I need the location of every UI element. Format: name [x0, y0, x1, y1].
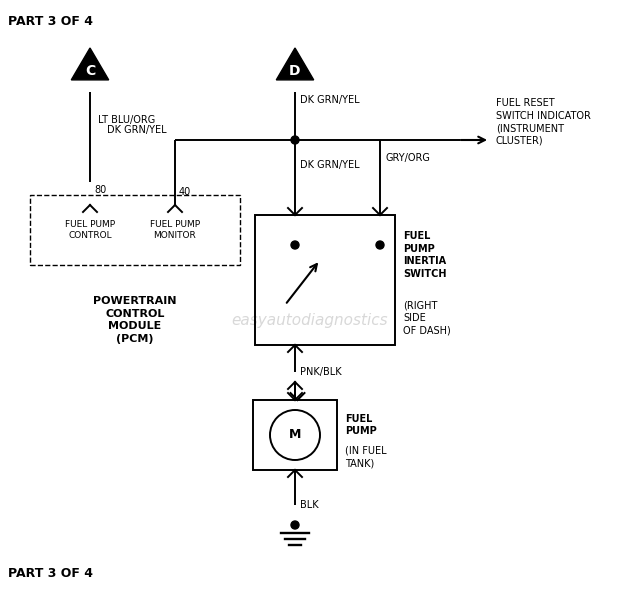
Bar — [253, 400, 337, 470]
Text: FUEL
PUMP
INERTIA
SWITCH: FUEL PUMP INERTIA SWITCH — [403, 232, 446, 278]
Bar — [255, 215, 395, 345]
Text: POWERTRAIN
CONTROL
MODULE
(PCM): POWERTRAIN CONTROL MODULE (PCM) — [93, 296, 177, 344]
Polygon shape — [71, 48, 109, 80]
Text: GRY/ORG: GRY/ORG — [385, 153, 430, 163]
Text: 80: 80 — [94, 185, 106, 195]
Text: D: D — [289, 64, 301, 78]
Text: FUEL PUMP
MONITOR: FUEL PUMP MONITOR — [150, 220, 200, 239]
Text: PART 3 OF 4: PART 3 OF 4 — [8, 567, 93, 580]
Text: DK GRN/YEL: DK GRN/YEL — [107, 125, 167, 135]
Polygon shape — [276, 48, 314, 80]
Text: DK GRN/YEL: DK GRN/YEL — [300, 95, 360, 105]
Text: DK GRN/YEL: DK GRN/YEL — [300, 160, 360, 170]
Circle shape — [291, 521, 299, 529]
Text: FUEL
PUMP: FUEL PUMP — [345, 414, 377, 436]
Circle shape — [291, 136, 299, 144]
Text: FUEL PUMP
CONTROL: FUEL PUMP CONTROL — [65, 220, 115, 239]
Text: (IN FUEL
TANK): (IN FUEL TANK) — [345, 446, 387, 468]
Text: PNK/BLK: PNK/BLK — [300, 367, 342, 377]
Text: M: M — [289, 428, 301, 442]
Text: easyautodiagnostics: easyautodiagnostics — [232, 313, 388, 328]
Text: PART 3 OF 4: PART 3 OF 4 — [8, 15, 93, 28]
Text: BLK: BLK — [300, 500, 319, 510]
Text: LT BLU/ORG: LT BLU/ORG — [98, 115, 155, 125]
Bar — [30, 195, 240, 265]
Text: (RIGHT
SIDE
OF DASH): (RIGHT SIDE OF DASH) — [403, 301, 451, 335]
Text: FUEL RESET
SWITCH INDICATOR
(INSTRUMENT
CLUSTER): FUEL RESET SWITCH INDICATOR (INSTRUMENT … — [496, 98, 591, 146]
Circle shape — [376, 241, 384, 249]
Text: 40: 40 — [179, 187, 191, 197]
Circle shape — [291, 241, 299, 249]
Text: C: C — [85, 64, 95, 78]
